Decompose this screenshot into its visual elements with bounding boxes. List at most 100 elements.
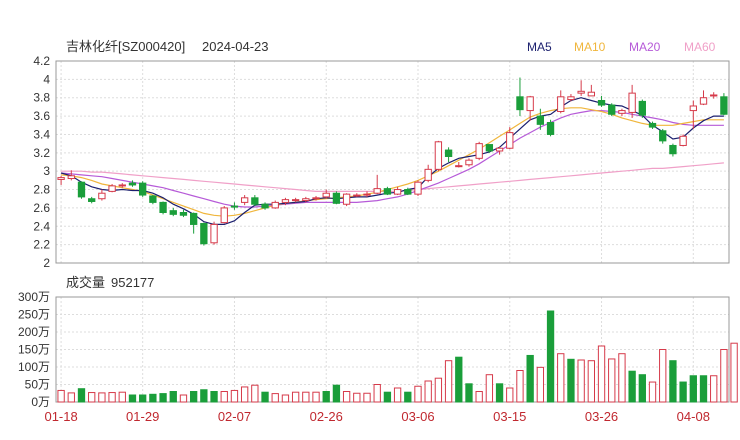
candlestick <box>444 147 453 162</box>
volume-bar <box>659 349 667 403</box>
ma10-line <box>61 107 724 217</box>
candle-body <box>710 94 718 97</box>
volume-bar <box>179 394 188 403</box>
candlestick <box>618 108 626 117</box>
volume-bar <box>363 392 371 403</box>
candle-body <box>210 223 218 244</box>
volume-label: 成交量 <box>66 275 105 290</box>
volume-bar <box>546 310 555 403</box>
volume-bar <box>57 389 65 403</box>
volume-bar <box>597 345 606 403</box>
volume-y-axis: 300万 250万 200万 150万 100万 50万 0万 <box>18 290 50 409</box>
volume-bar <box>730 342 738 403</box>
candlestick <box>312 195 320 201</box>
price-tick-label: 2.6 <box>33 201 50 215</box>
volume-bar <box>618 353 626 403</box>
volume-bar <box>220 391 228 403</box>
volume-bar <box>230 389 239 403</box>
volume-bar <box>383 391 392 403</box>
volume-bar <box>465 383 473 403</box>
candle-body <box>159 201 167 213</box>
volume-tick-label: 0万 <box>31 395 50 409</box>
candlestick <box>526 95 534 121</box>
candlestick <box>648 121 657 129</box>
ma-legend: MA5 MA10 MA20 MA60 <box>527 40 716 54</box>
candlesticks <box>57 77 728 246</box>
volume-tick-label: 50万 <box>25 378 50 392</box>
candle-body <box>261 203 269 209</box>
candle-body <box>179 212 188 216</box>
volume-bar <box>118 391 126 403</box>
volume-bar <box>638 374 646 403</box>
candlestick <box>210 221 218 245</box>
candle-body <box>108 185 116 192</box>
volume-bar <box>271 393 279 403</box>
volume-bar <box>149 393 157 403</box>
candlestick <box>679 134 687 147</box>
candle-body <box>404 189 412 195</box>
chart-date: 2024-04-23 <box>202 39 269 54</box>
volume-bar <box>139 394 147 403</box>
candlestick <box>179 209 188 218</box>
candle-body <box>608 104 616 115</box>
volume-bar <box>128 394 137 403</box>
volume-value: 952177 <box>111 275 154 290</box>
volume-bar <box>679 381 687 403</box>
candlestick <box>373 174 381 195</box>
candle-body <box>567 96 575 101</box>
candle-body <box>332 192 341 204</box>
candle-body <box>98 192 106 200</box>
candle-body <box>291 199 300 202</box>
candle-body <box>342 193 351 205</box>
candlestick <box>322 189 330 199</box>
candlestick <box>638 99 646 118</box>
volume-bars <box>57 310 738 403</box>
volume-bar <box>169 391 177 403</box>
date-tick-label: 02-07 <box>218 409 251 424</box>
candle-body <box>139 182 147 196</box>
volume-tick-label: 100万 <box>18 360 50 374</box>
candle-body <box>495 147 504 152</box>
candle-body <box>169 210 177 215</box>
candlestick <box>557 90 565 114</box>
volume-bar <box>475 391 483 403</box>
volume-bar <box>628 370 636 403</box>
candle-body <box>424 168 432 181</box>
candlestick <box>240 195 249 206</box>
price-grid <box>56 61 729 263</box>
candle-body <box>628 92 636 113</box>
date-tick-label: 03-15 <box>493 409 526 424</box>
volume-bar <box>404 391 412 403</box>
volume-bar <box>77 388 86 403</box>
candle-body <box>189 212 198 225</box>
date-tick-label: 01-29 <box>126 409 159 424</box>
price-tick-label: 2.8 <box>33 183 50 197</box>
candle-body <box>546 122 555 135</box>
candle-body <box>516 96 524 111</box>
candlestick <box>383 186 392 196</box>
candlestick <box>281 197 290 206</box>
candle-body <box>689 105 697 112</box>
volume-bar <box>342 391 351 403</box>
candlestick <box>720 93 728 116</box>
candlestick <box>189 212 198 234</box>
candle-body <box>363 193 371 196</box>
candlestick <box>220 206 228 224</box>
candle-body <box>618 110 626 114</box>
date-tick-label: 04-08 <box>677 409 710 424</box>
candlestick <box>139 181 147 197</box>
legend-ma60: MA60 <box>684 40 716 54</box>
candle-body <box>67 175 75 180</box>
date-tick-label: 02-26 <box>310 409 343 424</box>
volume-bar <box>302 391 310 403</box>
candle-body <box>322 192 330 198</box>
volume-bar <box>414 385 422 403</box>
candle-body <box>200 223 208 245</box>
volume-bar <box>281 394 290 403</box>
volume-bar <box>98 392 106 403</box>
price-tick-label: 3.2 <box>33 146 50 160</box>
candlestick <box>291 197 300 203</box>
date-tick-label: 01-18 <box>44 409 77 424</box>
candle-body <box>434 141 443 170</box>
